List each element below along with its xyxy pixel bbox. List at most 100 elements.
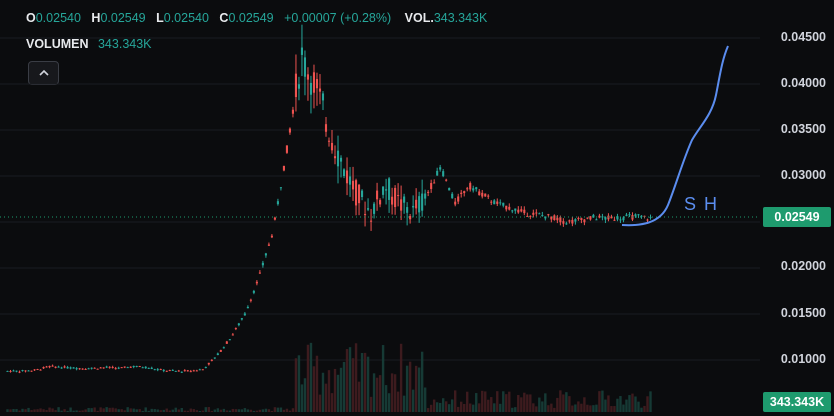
volume-bar: [493, 403, 496, 412]
candle-body: [15, 370, 18, 372]
volume-bar: [213, 409, 217, 412]
volume-bar: [18, 410, 21, 412]
volume-bar: [387, 393, 391, 412]
volume-bar: [33, 409, 36, 412]
volume-bar: [420, 351, 424, 412]
volume-bar: [414, 365, 418, 412]
candle-body: [490, 201, 493, 203]
volume-bar: [141, 410, 144, 412]
volume-bar: [84, 409, 87, 412]
close-value: 0.02549: [228, 11, 274, 25]
volume-bar: [438, 402, 442, 412]
volume-bar: [321, 372, 325, 412]
candle-body: [360, 190, 364, 197]
price-axis-label: 0.03000: [780, 168, 826, 182]
volume-bar: [267, 409, 271, 412]
candle-body: [276, 201, 279, 205]
candle-body: [640, 215, 643, 217]
candle-body: [261, 262, 264, 266]
volume-bar: [366, 356, 370, 412]
volume-bar: [484, 391, 487, 412]
candle-body: [541, 215, 544, 217]
volume-bar: [399, 343, 403, 412]
candle-body: [213, 357, 216, 359]
candle-body: [6, 370, 9, 372]
candle-body: [156, 369, 159, 371]
volume-bar: [574, 404, 577, 412]
candle-body: [318, 88, 322, 92]
volume-bar: [195, 410, 198, 412]
grid-lines: [0, 37, 760, 361]
candle-body: [511, 210, 514, 212]
candle-body: [39, 369, 42, 371]
candle-body: [550, 216, 553, 220]
candle-body: [439, 167, 442, 170]
candle-body: [177, 370, 180, 372]
candle-body: [535, 212, 538, 214]
volume-bar: [553, 407, 556, 412]
candle-body: [469, 183, 472, 190]
volume-bar: [583, 397, 586, 412]
candle-body: [321, 93, 325, 101]
candle-body: [111, 366, 114, 368]
candle-body: [312, 72, 316, 93]
candle-body: [619, 219, 622, 221]
price-axis-label: 0.04500: [780, 30, 826, 44]
candle-body: [60, 367, 63, 369]
volume-bar: [171, 409, 174, 412]
volume-bar: [138, 409, 141, 412]
candle-body: [472, 188, 475, 191]
volume-bar: [643, 405, 646, 412]
volume-bar: [562, 394, 565, 412]
volume-bar: [225, 410, 229, 412]
volume-bar: [598, 391, 601, 412]
volume-bar: [589, 405, 592, 412]
volume-bar: [360, 353, 364, 412]
volume-bar: [21, 408, 24, 412]
candle-body: [595, 219, 598, 221]
volume-bar: [231, 408, 235, 412]
volume-bar: [63, 409, 66, 412]
candle-body: [493, 200, 496, 205]
candle-body: [255, 281, 258, 284]
drawing-annotation: SH: [684, 194, 725, 214]
candle-body: [24, 370, 27, 372]
volume-bar: [550, 403, 553, 412]
candle-body: [610, 216, 613, 219]
candle-body: [382, 186, 385, 195]
volume-bar: [300, 384, 304, 412]
volume-bar: [568, 396, 571, 412]
close-key: C: [219, 11, 229, 25]
current-price-tag: 0.02549: [763, 207, 831, 227]
candle-body: [303, 57, 307, 77]
candle-body: [72, 367, 75, 369]
candle-body: [279, 187, 282, 189]
candle-body: [174, 370, 177, 372]
candle-body: [207, 362, 210, 365]
volume-bar: [297, 355, 301, 412]
volume-bar: [565, 392, 568, 412]
volume-bar: [402, 395, 406, 412]
candle-body: [75, 368, 78, 370]
volume-bar: [288, 410, 292, 412]
volume-bar: [417, 367, 421, 412]
candle-body: [87, 368, 90, 370]
volume-bar: [54, 410, 57, 412]
chevron-up-icon: [38, 69, 49, 76]
candle-body: [529, 215, 532, 217]
volume-bar: [610, 406, 613, 412]
candle-body: [463, 191, 466, 194]
candle-body: [108, 366, 111, 368]
volume-bar: [372, 373, 376, 412]
volume-bar: [613, 406, 616, 412]
volume-bar: [463, 403, 466, 412]
volume-bar: [219, 409, 223, 412]
candle-body: [45, 366, 48, 368]
volume-bar: [423, 387, 427, 412]
candle-body: [333, 156, 337, 159]
candle-body: [475, 187, 478, 190]
candle-body: [457, 196, 460, 202]
volume-bar: [108, 407, 111, 412]
candle-body: [57, 366, 60, 368]
